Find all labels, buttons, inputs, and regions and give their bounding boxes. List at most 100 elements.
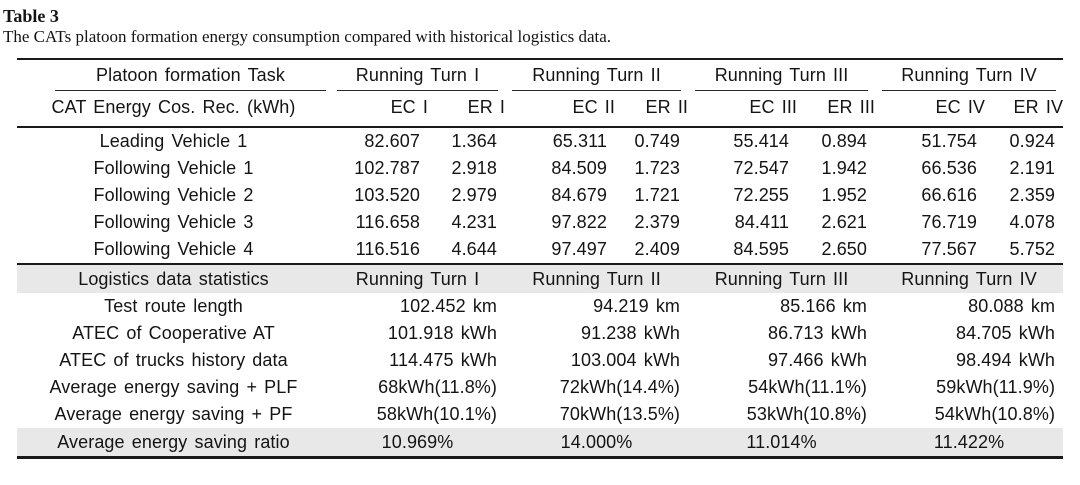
cell: 103.004 kWh: [570, 350, 681, 370]
cell: 102.787: [354, 158, 420, 178]
cell: 97.466 kWh: [767, 350, 868, 370]
table-row: Leading Vehicle 1 82.607 1.364 65.311 0.…: [17, 127, 1063, 155]
row-label: Following Vehicle 2: [93, 185, 254, 205]
cell: 2.379: [634, 212, 681, 232]
cell: 70kWh(13.5%): [559, 404, 681, 424]
cell: 66.536: [921, 158, 978, 178]
cell: 0.924: [1009, 131, 1056, 151]
cell: 54kWh(11.1%): [748, 377, 868, 397]
cell: 59kWh(11.9%): [936, 377, 1056, 397]
table-row: Average energy saving + PF 58kWh(10.1%) …: [17, 401, 1063, 428]
cell: 84.509: [551, 158, 608, 178]
column-header-er3: ER III: [797, 91, 876, 128]
cell: 1.723: [634, 158, 681, 178]
cell: 11.422%: [875, 428, 1064, 458]
cell: 65.311: [552, 131, 608, 151]
cell: 101.918 kWh: [387, 323, 498, 343]
row-label: Average energy saving ratio: [17, 428, 330, 458]
energy-consumption-table: Platoon formation Task Running Turn I Ru…: [17, 58, 1064, 459]
table-number-label: Table 3: [3, 6, 59, 26]
section-group-running-turn-3: Running Turn III: [688, 263, 876, 293]
cell: 58kWh(10.1%): [376, 404, 498, 424]
cell: 55.414: [733, 131, 790, 151]
cell: 84.679: [551, 185, 608, 205]
cell: 80.088 km: [968, 296, 1056, 316]
row-label: Leading Vehicle 1: [99, 131, 248, 151]
cell: 2.191: [1009, 158, 1056, 178]
row-label: Average energy saving + PLF: [49, 377, 298, 397]
table-row: Following Vehicle 3 116.658 4.231 97.822…: [17, 209, 1063, 236]
cell: 72.255: [733, 185, 790, 205]
cell: 54kWh(10.8%): [934, 404, 1056, 424]
row-label: Following Vehicle 1: [93, 158, 254, 178]
section-group-running-turn-4: Running Turn IV: [875, 263, 1064, 293]
cell: 2.409: [634, 239, 681, 259]
row-label: Average energy saving + PF: [54, 404, 293, 424]
cell: 86.713 kWh: [767, 323, 868, 343]
cell: 0.894: [821, 131, 868, 151]
cell: 2.979: [451, 185, 498, 205]
section-label: Logistics data statistics: [17, 263, 330, 293]
cell: 72.547: [733, 158, 790, 178]
column-header-ec1: EC I: [330, 91, 428, 128]
column-header-task: Platoon formation Task: [17, 59, 330, 91]
cell: 84.411: [734, 212, 790, 232]
row-label: Test route length: [104, 296, 243, 316]
table-title-block: Table 3 The CATs platoon formation energ…: [0, 0, 1080, 48]
section-group-running-turn-1: Running Turn I: [330, 263, 506, 293]
cell: 1.721: [634, 185, 681, 205]
column-header-ec2: EC II: [505, 91, 616, 128]
column-header-ec4: EC IV: [875, 91, 986, 128]
cell: 84.705 kWh: [955, 323, 1056, 343]
cell: 1.942: [821, 158, 868, 178]
cell: 66.616: [921, 185, 978, 205]
cell: 2.650: [821, 239, 868, 259]
column-header-er4: ER IV: [985, 91, 1064, 128]
table-row: Average energy saving + PLF 68kWh(11.8%)…: [17, 374, 1063, 401]
cell: 5.752: [1009, 239, 1056, 259]
cell: 2.918: [451, 158, 498, 178]
group-header-running-turn-1: Running Turn I: [330, 59, 505, 91]
cell: 10.969%: [330, 428, 506, 458]
group-header-running-turn-4: Running Turn IV: [875, 59, 1063, 91]
cell: 114.475 kWh: [389, 350, 498, 370]
table-row: Following Vehicle 2 103.520 2.979 84.679…: [17, 182, 1063, 209]
cell: 4.644: [451, 239, 498, 259]
table-caption: The CATs platoon formation energy consum…: [3, 27, 612, 46]
column-header-energy-record: CAT Energy Cos. Rec. (kWh): [17, 91, 330, 128]
cell: 1.952: [821, 185, 868, 205]
cell: 97.822: [551, 212, 608, 232]
cell: 4.078: [1009, 212, 1056, 232]
group-header-running-turn-2: Running Turn II: [505, 59, 688, 91]
column-header-er2: ER II: [615, 91, 689, 128]
cell: 97.497: [551, 239, 608, 259]
cell: 76.719: [921, 212, 978, 232]
cell: 53kWh(10.8%): [746, 404, 868, 424]
cell: 51.754: [921, 131, 978, 151]
cell: 94.219 km: [593, 296, 681, 316]
column-header-er1: ER I: [428, 91, 506, 128]
cell: 11.014%: [688, 428, 876, 458]
cell: 2.621: [821, 212, 868, 232]
cell: 85.166 km: [780, 296, 868, 316]
table-row: Test route length 102.452 km 94.219 km 8…: [17, 293, 1063, 320]
group-header-row: Platoon formation Task Running Turn I Ru…: [17, 59, 1063, 91]
summary-row: Average energy saving ratio 10.969% 14.0…: [17, 428, 1064, 458]
group-header-running-turn-3: Running Turn III: [688, 59, 875, 91]
cell: 84.595: [733, 239, 790, 259]
cell: 14.000%: [505, 428, 689, 458]
sub-header-row: CAT Energy Cos. Rec. (kWh) EC I ER I EC …: [17, 91, 1064, 128]
cell: 68kWh(11.8%): [378, 377, 498, 397]
cell: 116.658: [355, 212, 420, 232]
cell: 0.749: [634, 131, 681, 151]
column-header-ec3: EC III: [688, 91, 798, 128]
cell: 4.231: [451, 212, 498, 232]
row-label: Following Vehicle 4: [93, 239, 254, 259]
table-row: Following Vehicle 1 102.787 2.918 84.509…: [17, 155, 1063, 182]
cell: 72kWh(14.4%): [559, 377, 681, 397]
cell: 91.238 kWh: [580, 323, 681, 343]
section-group-running-turn-2: Running Turn II: [505, 263, 689, 293]
row-label: ATEC of trucks history data: [59, 350, 288, 370]
cell: 116.516: [355, 239, 420, 259]
